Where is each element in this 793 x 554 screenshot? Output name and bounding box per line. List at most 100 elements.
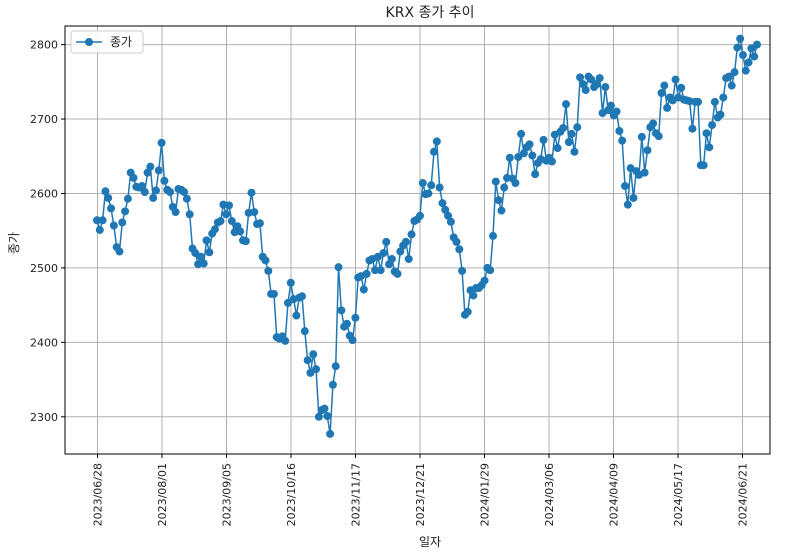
data-point (371, 266, 380, 275)
data-point (303, 356, 312, 365)
data-point (547, 157, 556, 166)
data-point (444, 211, 453, 220)
data-point (396, 247, 405, 256)
data-point (747, 44, 756, 53)
data-point (643, 146, 652, 155)
data-point (418, 179, 427, 188)
x-axis: 2023/06/28 2023/08/01 2023/09/05 2023/10/16… (92, 454, 750, 526)
data-point (309, 350, 318, 359)
data-point (376, 266, 385, 275)
x-tick-label: 2024/01/29 (479, 463, 492, 526)
x-tick-label: 2024/06/21 (737, 463, 750, 526)
x-tick-label: 2023/06/28 (92, 463, 105, 526)
data-point (539, 135, 548, 144)
x-tick-label: 2024/04/09 (608, 463, 621, 526)
data-point (255, 219, 264, 228)
x-tick-label: 2023/10/16 (285, 463, 298, 526)
data-point (137, 182, 146, 191)
data-point (733, 43, 742, 52)
data-point (407, 230, 416, 239)
data-point (101, 187, 110, 196)
y-axis: 2300 2400 2500 2600 2700 2800 (30, 39, 65, 424)
data-point (210, 225, 219, 234)
data-point (171, 208, 180, 217)
data-point (123, 194, 132, 203)
data-point (744, 58, 753, 67)
data-point (753, 40, 761, 49)
legend: 종가 (70, 30, 144, 54)
data-point (342, 319, 351, 328)
data-point (160, 176, 169, 185)
data-point (738, 51, 747, 60)
data-point (573, 123, 582, 132)
data-point (531, 170, 540, 179)
data-point (359, 285, 368, 294)
data-point (331, 362, 340, 371)
data-point (567, 129, 576, 138)
data-point (716, 110, 725, 119)
data-point (404, 254, 413, 263)
data-point (458, 266, 467, 275)
data-point (387, 254, 396, 263)
data-point (615, 126, 624, 135)
legend-label: 종가 (110, 35, 132, 49)
data-point (528, 151, 537, 160)
data-point (143, 168, 152, 177)
data-point (202, 236, 211, 245)
data-point (486, 266, 495, 275)
data-point (727, 81, 736, 90)
data-point (129, 173, 138, 182)
y-tick-label: 2300 (30, 411, 58, 424)
data-point (362, 269, 371, 278)
data-point (517, 129, 526, 138)
data-point (595, 74, 604, 83)
data-point (98, 216, 107, 225)
data-point (269, 289, 278, 298)
data-point (708, 121, 717, 129)
data-point (95, 225, 104, 234)
data-point (286, 278, 295, 287)
data-point (587, 75, 596, 84)
data-point (452, 237, 461, 246)
data-point (250, 208, 259, 217)
data-point (205, 248, 214, 257)
data-point (185, 210, 194, 219)
data-point (500, 183, 509, 192)
data-point (225, 201, 233, 210)
data-point (264, 266, 273, 275)
data-point (298, 292, 307, 301)
data-point (623, 200, 632, 209)
data-point (247, 188, 256, 197)
data-point (494, 196, 503, 205)
data-point (640, 168, 649, 177)
data-point (146, 162, 155, 171)
data-point (401, 237, 410, 246)
data-point (306, 368, 315, 377)
x-tick-label: 2024/03/06 (543, 463, 556, 526)
y-axis-label: 종가 (7, 232, 21, 254)
data-point (497, 206, 506, 215)
data-point (576, 73, 585, 82)
data-point (196, 252, 205, 261)
data-point (730, 68, 739, 77)
data-point (618, 136, 627, 145)
legend-box (70, 30, 144, 54)
data-point (688, 124, 697, 133)
data-point (438, 199, 447, 208)
data-point (719, 93, 728, 102)
data-point (570, 147, 579, 156)
data-point (657, 88, 666, 97)
data-point (637, 132, 646, 141)
data-point (351, 313, 360, 322)
data-point (323, 412, 332, 421)
data-point (154, 166, 163, 175)
data-point (373, 252, 382, 261)
plot-frame (64, 25, 771, 455)
data-point (671, 75, 680, 84)
data-point (292, 311, 301, 320)
data-point (441, 205, 450, 214)
data-point (435, 183, 444, 192)
data-point (348, 336, 357, 345)
data-point (427, 181, 436, 190)
